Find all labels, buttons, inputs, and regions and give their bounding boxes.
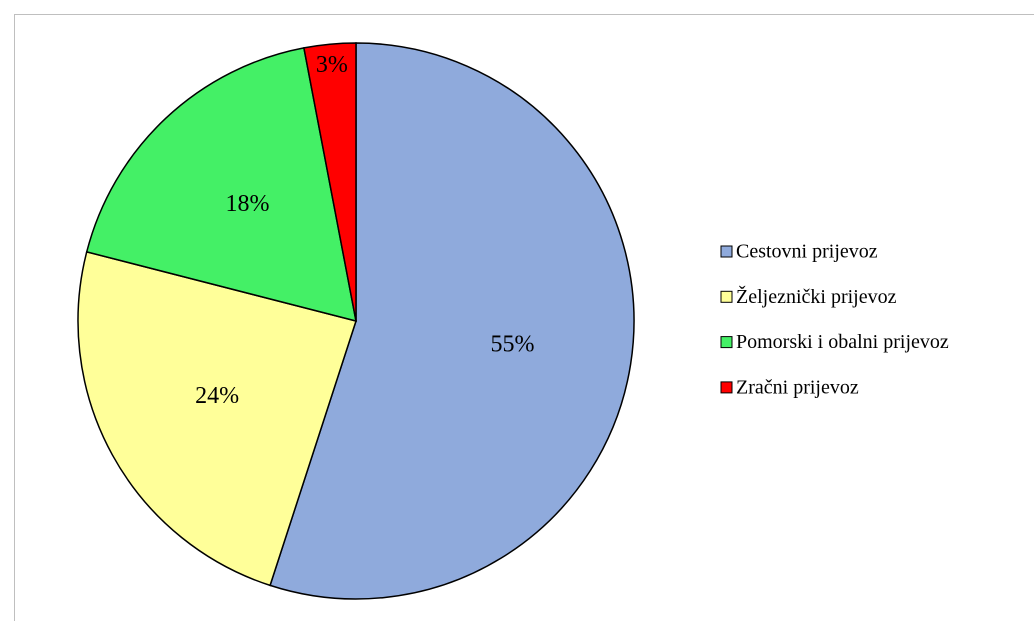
legend-text: Zračni prijevoz bbox=[736, 376, 859, 398]
slice-label: 55% bbox=[491, 331, 535, 357]
slice-label: 24% bbox=[195, 383, 239, 409]
legend-text: Cestovni prijevoz bbox=[736, 241, 878, 263]
legend-swatch bbox=[720, 245, 733, 258]
pie-slice bbox=[85, 47, 357, 323]
chart-frame bbox=[14, 14, 1034, 621]
slice-label: 18% bbox=[226, 191, 270, 217]
legend-swatch bbox=[720, 381, 733, 394]
legend-text: Pomorski i obalni prijevoz bbox=[736, 331, 949, 353]
pie-slice bbox=[77, 250, 357, 587]
slice-label: 3% bbox=[316, 52, 348, 78]
legend-text: Željeznički prijevoz bbox=[736, 285, 897, 308]
pie-slice bbox=[269, 42, 635, 600]
legend-swatch bbox=[720, 290, 733, 303]
pie-slice bbox=[303, 42, 357, 322]
legend-swatch bbox=[720, 336, 733, 349]
